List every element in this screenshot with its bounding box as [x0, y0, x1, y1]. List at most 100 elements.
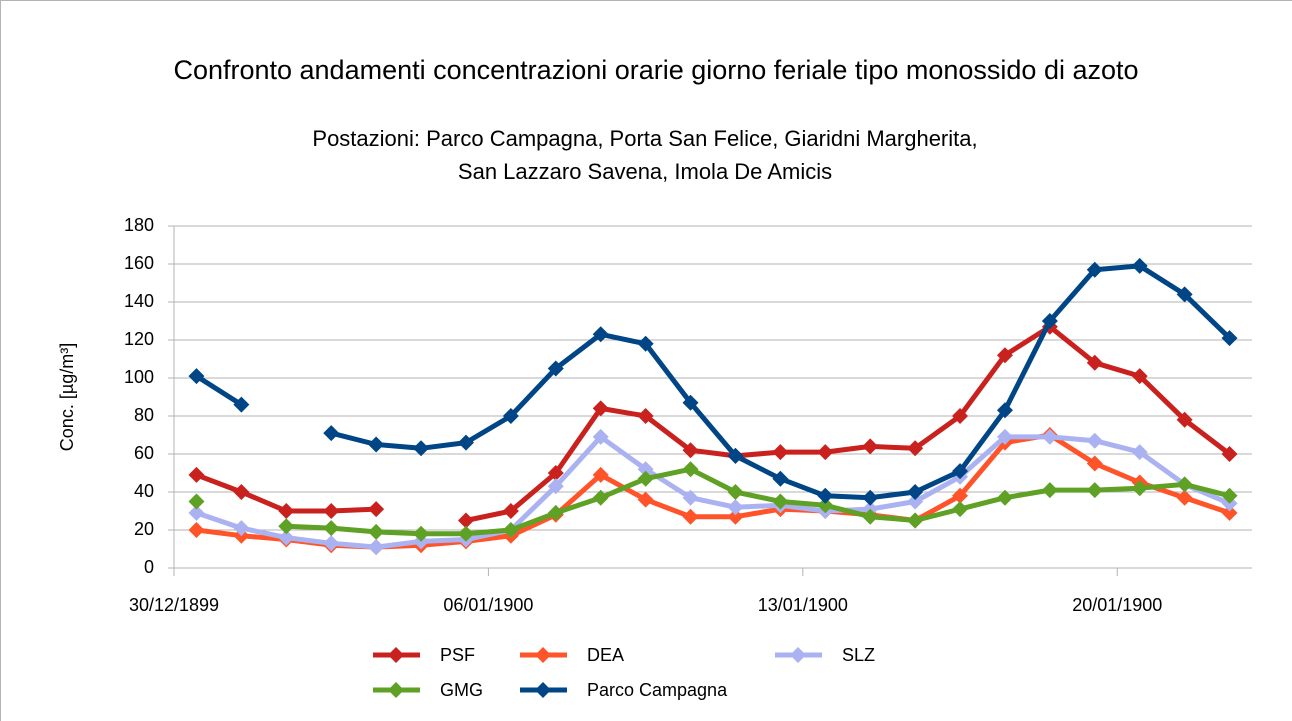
point-marker: [907, 512, 924, 529]
point-marker: [188, 504, 205, 521]
point-marker: [547, 360, 564, 377]
point-marker: [233, 484, 250, 500]
point-marker: [637, 461, 654, 478]
y-axis-label: Conc. [µg/m³]: [57, 343, 77, 451]
point-marker: [682, 442, 699, 459]
point-marker: [1176, 489, 1193, 506]
point-marker: [1086, 432, 1103, 449]
point-marker: [1131, 444, 1148, 461]
chart-subtitle: San Lazzaro Savena, Imola De Amicis: [458, 159, 832, 184]
y-tick-label: 180: [124, 215, 154, 235]
point-marker: [952, 463, 969, 480]
point-marker: [1221, 330, 1238, 347]
legend-marker: [535, 647, 551, 663]
point-marker: [637, 408, 654, 424]
point-marker: [862, 489, 879, 506]
point-marker: [862, 508, 879, 525]
point-marker: [1221, 504, 1238, 521]
chart-title: Confronto andamenti concentrazioni orari…: [173, 55, 1138, 85]
point-marker: [1176, 286, 1193, 303]
point-marker: [547, 478, 564, 495]
point-marker: [1041, 482, 1058, 499]
x-tick-label: 06/01/1900: [443, 595, 533, 615]
point-marker: [188, 368, 205, 385]
point-marker: [772, 444, 789, 461]
point-marker: [727, 484, 744, 500]
point-marker: [323, 503, 340, 519]
y-tick-label: 20: [134, 519, 154, 539]
legend-label: Parco Campagna: [587, 680, 728, 700]
point-marker: [457, 525, 474, 542]
point-marker: [457, 512, 474, 529]
y-tick-label: 0: [144, 557, 154, 577]
point-marker: [502, 408, 519, 424]
legend-marker: [388, 647, 404, 663]
legend-label: GMG: [440, 680, 483, 700]
point-marker: [368, 523, 385, 540]
point-marker: [727, 499, 744, 516]
point-marker: [727, 447, 744, 464]
legend-label: PSF: [440, 645, 475, 665]
point-marker: [682, 461, 699, 478]
y-tick-label: 160: [124, 253, 154, 273]
point-marker: [1221, 487, 1238, 504]
point-marker: [682, 508, 699, 525]
legend-marker: [388, 682, 404, 698]
point-marker: [817, 487, 834, 504]
point-marker: [907, 484, 924, 500]
point-marker: [1131, 257, 1148, 274]
series-line: [286, 466, 1231, 537]
y-tick-label: 40: [134, 481, 154, 501]
y-tick-label: 80: [134, 405, 154, 425]
y-tick-label: 120: [124, 329, 154, 349]
point-marker: [547, 504, 564, 521]
point-marker: [772, 493, 789, 510]
chart-subtitle: Postazioni: Parco Campagna, Porta San Fe…: [312, 126, 977, 151]
point-marker: [368, 501, 385, 518]
point-marker: [188, 522, 205, 538]
point-marker: [637, 470, 654, 487]
point-marker: [592, 466, 609, 483]
point-marker: [278, 529, 295, 546]
point-marker: [502, 503, 519, 519]
point-marker: [1131, 368, 1148, 385]
point-marker: [1041, 428, 1058, 445]
legend-label: DEA: [587, 645, 624, 665]
point-marker: [547, 465, 564, 481]
point-marker: [502, 522, 519, 538]
series-line: [195, 434, 1231, 550]
point-marker: [637, 335, 654, 352]
point-marker: [907, 493, 924, 510]
point-marker: [368, 436, 385, 453]
point-marker: [862, 438, 879, 455]
point-marker: [592, 326, 609, 343]
point-marker: [233, 396, 250, 413]
point-marker: [1086, 482, 1103, 499]
point-marker: [233, 520, 250, 537]
point-marker: [323, 520, 340, 537]
point-marker: [1086, 261, 1103, 278]
x-tick-label: 30/12/1899: [129, 595, 219, 615]
point-marker: [952, 408, 969, 424]
point-marker: [996, 428, 1013, 445]
point-marker: [1176, 476, 1193, 493]
point-marker: [817, 444, 834, 461]
point-marker: [413, 525, 430, 542]
legend-marker: [535, 682, 551, 698]
y-tick-label: 60: [134, 443, 154, 463]
legend-marker: [790, 647, 806, 663]
point-marker: [952, 487, 969, 504]
y-tick-label: 140: [124, 291, 154, 311]
x-tick-label: 20/01/1900: [1072, 595, 1162, 615]
point-marker: [772, 470, 789, 487]
x-tick-label: 13/01/1900: [758, 595, 848, 615]
point-marker: [1221, 446, 1238, 462]
y-tick-label: 100: [124, 367, 154, 387]
point-marker: [278, 518, 295, 535]
point-marker: [996, 489, 1013, 506]
point-marker: [996, 402, 1013, 419]
point-marker: [592, 428, 609, 445]
point-marker: [413, 440, 430, 457]
